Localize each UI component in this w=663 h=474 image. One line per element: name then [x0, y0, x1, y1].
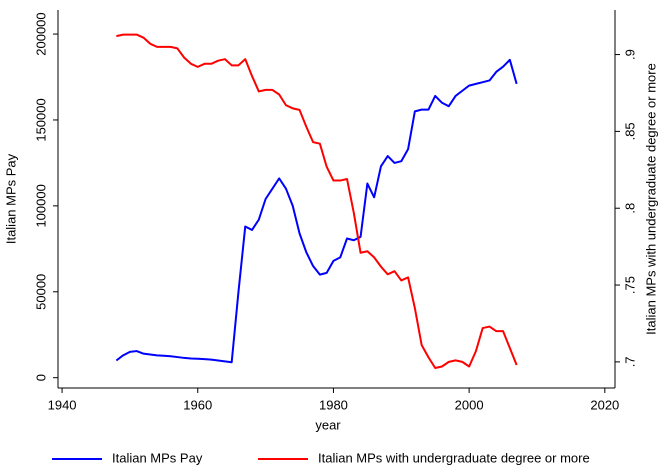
legend-label: Italian MPs with undergraduate degree or… [318, 450, 590, 465]
x-tick-label: 2000 [455, 397, 484, 412]
y2-axis-title: Italian MPs with undergraduate degree or… [643, 63, 658, 335]
y2-tick-label: .85 [622, 122, 637, 140]
x-tick-label: 1940 [48, 397, 77, 412]
y2-tick-label: .75 [622, 276, 637, 294]
y2-tick-label: .9 [622, 49, 637, 60]
legend-label: Italian MPs Pay [112, 450, 203, 465]
y2-tick-label: .8 [622, 203, 637, 214]
y-tick-label: 200000 [33, 12, 48, 55]
series-line [116, 33, 518, 370]
y2-tick-label: .7 [622, 356, 637, 367]
x-tick-label: 2020 [590, 397, 619, 412]
x-tick-label: 1960 [183, 397, 212, 412]
y-axis-title: Italian MPs Pay [3, 153, 18, 244]
y-tick-label: 150000 [33, 98, 48, 141]
series-line [115, 58, 518, 364]
y-tick-label: 100000 [33, 184, 48, 227]
x-axis-title: year [315, 417, 341, 432]
x-tick-label: 1980 [319, 397, 348, 412]
y-tick-label: 0 [33, 374, 48, 381]
y-tick-label: 50000 [33, 274, 48, 310]
